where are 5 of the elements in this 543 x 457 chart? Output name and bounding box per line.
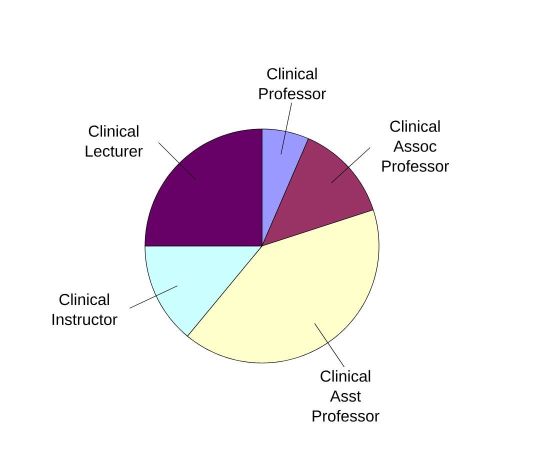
slice-label: Clinical Instructor <box>52 293 118 326</box>
slice-label: Clinical Assoc Professor <box>382 120 449 172</box>
slice-label: Clinical Lecturer <box>86 125 143 157</box>
slice-label: Clinical Asst Professor <box>312 370 380 422</box>
slice-label: Clinical Professor <box>259 68 326 100</box>
